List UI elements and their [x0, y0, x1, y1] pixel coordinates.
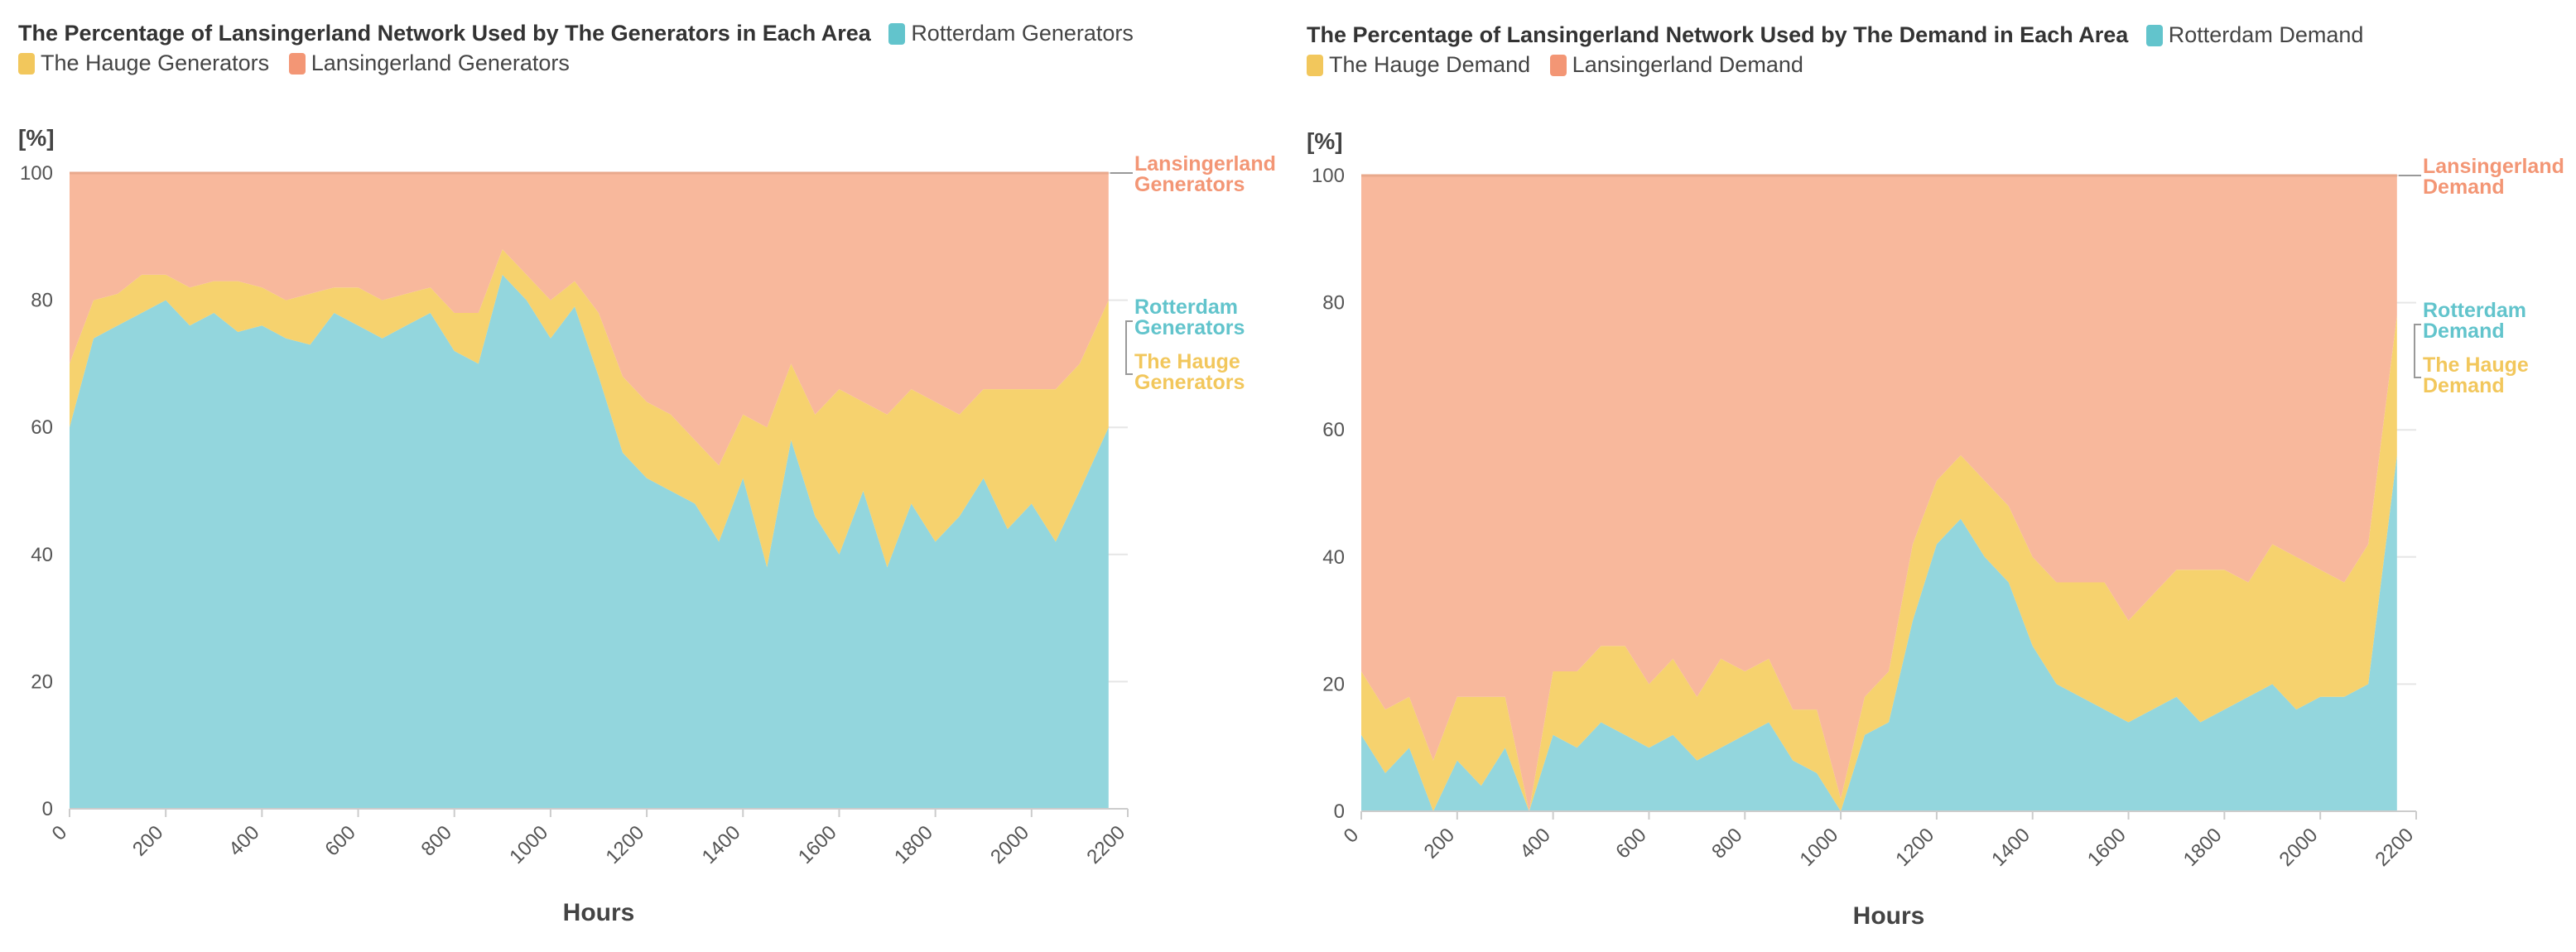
y-tick-label: 20 [1322, 673, 1345, 695]
end-label-hauge: Demand [2423, 374, 2505, 397]
x-tick-label: 600 [1611, 824, 1650, 863]
y-tick-label: 40 [1322, 546, 1345, 569]
x-tick-label: 2000 [986, 821, 1033, 868]
legend-label: The Hauge Demand [1329, 52, 1531, 77]
end-label-lansingerland: Lansingerland [1134, 152, 1276, 175]
rotterdam-area [1361, 454, 2397, 811]
x-tick-label: 600 [320, 821, 359, 860]
x-tick-label: 400 [1515, 824, 1554, 863]
end-label-bracket [1125, 320, 1133, 375]
x-tick-label: 1200 [601, 821, 648, 868]
legend-item-rotterdam-demand[interactable]: Rotterdam Demand [2145, 20, 2364, 50]
end-label-rotterdam: Rotterdam [1134, 296, 1238, 319]
legend-label: Lansingerland Generators [311, 50, 570, 75]
legend-item-hauge-generators[interactable]: The Hauge Generators [18, 48, 269, 78]
x-tick-label: 400 [224, 821, 263, 860]
x-tick-label: 1600 [794, 821, 841, 868]
legend-label: Lansingerland Demand [1572, 52, 1803, 77]
end-label-hauge: The Hauge [2423, 353, 2529, 377]
end-label-hauge: Generators [1134, 371, 1245, 394]
end-label-lansingerland: Lansingerland [2423, 155, 2564, 178]
y-tick-label: 100 [1312, 165, 1345, 187]
end-label-rotterdam: Demand [2423, 320, 2505, 343]
end-label-lansingerland: Demand [2423, 175, 2505, 199]
legend-swatch [2145, 25, 2163, 46]
legend-item-lansingerland-demand[interactable]: Lansingerland Demand [1549, 50, 1803, 79]
x-tick-label: 2200 [1082, 821, 1129, 868]
end-label-rotterdam: Rotterdam [2423, 299, 2526, 322]
x-tick-label: 2000 [2275, 824, 2323, 871]
y-tick-label: 60 [31, 416, 53, 439]
x-axis-title: Hours [563, 899, 635, 926]
end-label-hauge: The Hauge [1134, 350, 1240, 373]
y-tick-label: 20 [31, 671, 53, 693]
legend-item-hauge-demand[interactable]: The Hauge Demand [1307, 50, 1530, 79]
chart-title: The Percentage of Lansingerland Network … [18, 21, 871, 46]
x-tick-label: 1800 [2179, 824, 2227, 871]
x-tick-label: 200 [128, 821, 167, 860]
x-tick-label: 800 [417, 821, 456, 860]
x-tick-label: 1200 [1891, 824, 1938, 871]
x-tick-label: 200 [1420, 824, 1459, 863]
hauge-area [1361, 315, 2397, 811]
x-tick-label: 1800 [890, 821, 937, 868]
y-tick-label: 40 [31, 544, 53, 566]
end-label-lansingerland: Generators [1134, 173, 1245, 196]
y-tick-label: 100 [20, 162, 53, 185]
y-axis-unit: [%] [18, 125, 55, 151]
x-tick-label: 1000 [1795, 824, 1842, 871]
x-tick-label: 0 [1340, 824, 1364, 848]
chart-header: The Percentage of Lansingerland Network … [1307, 20, 2549, 79]
y-tick-label: 0 [1334, 801, 1345, 823]
legend-item-lansingerland-generators[interactable]: Lansingerland Generators [288, 48, 570, 78]
y-tick-label: 60 [1322, 419, 1345, 441]
lansingerland-area [70, 173, 1109, 466]
legend-label: Rotterdam Generators [911, 21, 1134, 46]
x-tick-label: 1600 [2083, 824, 2131, 871]
x-axis-title: Hours [1853, 902, 1925, 930]
rotterdam-area [70, 274, 1109, 809]
legend-swatch [288, 53, 306, 75]
legend-item-rotterdam-generators[interactable]: Rotterdam Generators [888, 18, 1134, 48]
x-tick-label: 1400 [698, 821, 745, 868]
y-tick-label: 0 [42, 798, 53, 820]
legend-label: Rotterdam Demand [2168, 22, 2364, 47]
x-tick-label: 1000 [505, 821, 552, 868]
generators-chart-panel: The Percentage of Lansingerland Network … [0, 0, 1288, 952]
legend-label: The Hauge Generators [41, 50, 270, 75]
y-axis-unit: [%] [1307, 128, 1343, 154]
legend-swatch [1307, 55, 1323, 76]
chart-header: The Percentage of Lansingerland Network … [18, 18, 1260, 78]
x-tick-label: 800 [1707, 824, 1746, 863]
chart-title: The Percentage of Lansingerland Network … [1307, 22, 2129, 47]
x-tick-label: 2200 [2371, 824, 2418, 871]
y-tick-label: 80 [31, 290, 53, 312]
x-tick-label: 1400 [1987, 824, 2034, 871]
end-label-rotterdam: Generators [1134, 316, 1245, 339]
x-tick-label: 0 [48, 821, 72, 845]
hauge-area [70, 249, 1109, 568]
demand-chart-panel: The Percentage of Lansingerland Network … [1288, 0, 2576, 952]
lansingerland-area [1361, 175, 2397, 811]
end-label-bracket [2414, 324, 2421, 378]
legend-swatch [18, 53, 35, 75]
legend-swatch [888, 23, 906, 45]
y-tick-label: 80 [1322, 292, 1345, 315]
legend-swatch [1549, 55, 1567, 76]
